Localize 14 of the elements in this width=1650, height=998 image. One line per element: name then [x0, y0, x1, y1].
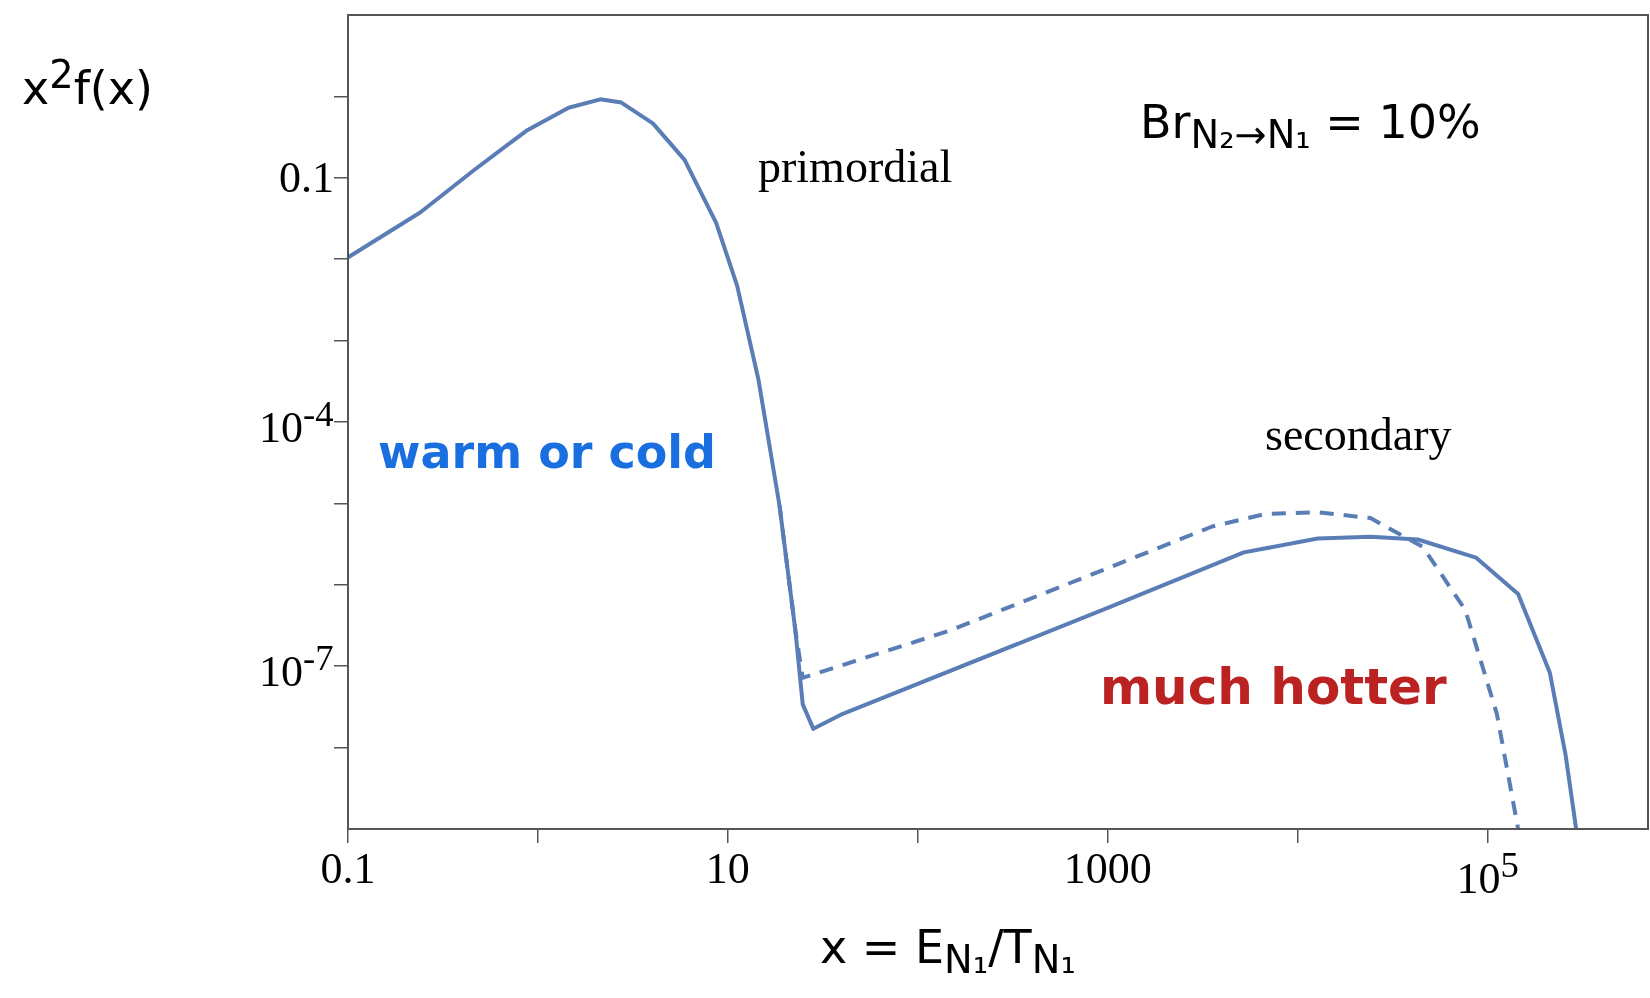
annotation: secondary	[1265, 408, 1452, 461]
annotation: Br$_{N₂→N₁}$ = 10%	[1140, 95, 1481, 158]
annotation: primordial	[758, 140, 953, 193]
y-tick-label: 0.1	[279, 152, 334, 204]
x-tick-label: 10	[705, 843, 750, 894]
annotation: warm or cold	[378, 425, 717, 479]
annotation: much hotter	[1100, 658, 1447, 716]
x-tick-label: 1000	[1063, 843, 1152, 894]
y-tick-label: 10$^{-4}$	[259, 391, 334, 453]
y-tick-label: 10$^{-7}$	[259, 635, 334, 697]
y-axis-title: x$^{2}$f(x)	[22, 52, 153, 116]
x-axis-title: x = E$_{N₁}$/T$_{N₁}$	[820, 920, 1076, 983]
x-tick-label: 10$^{5}$	[1456, 843, 1519, 904]
x-tick-label: 0.1	[320, 843, 376, 894]
